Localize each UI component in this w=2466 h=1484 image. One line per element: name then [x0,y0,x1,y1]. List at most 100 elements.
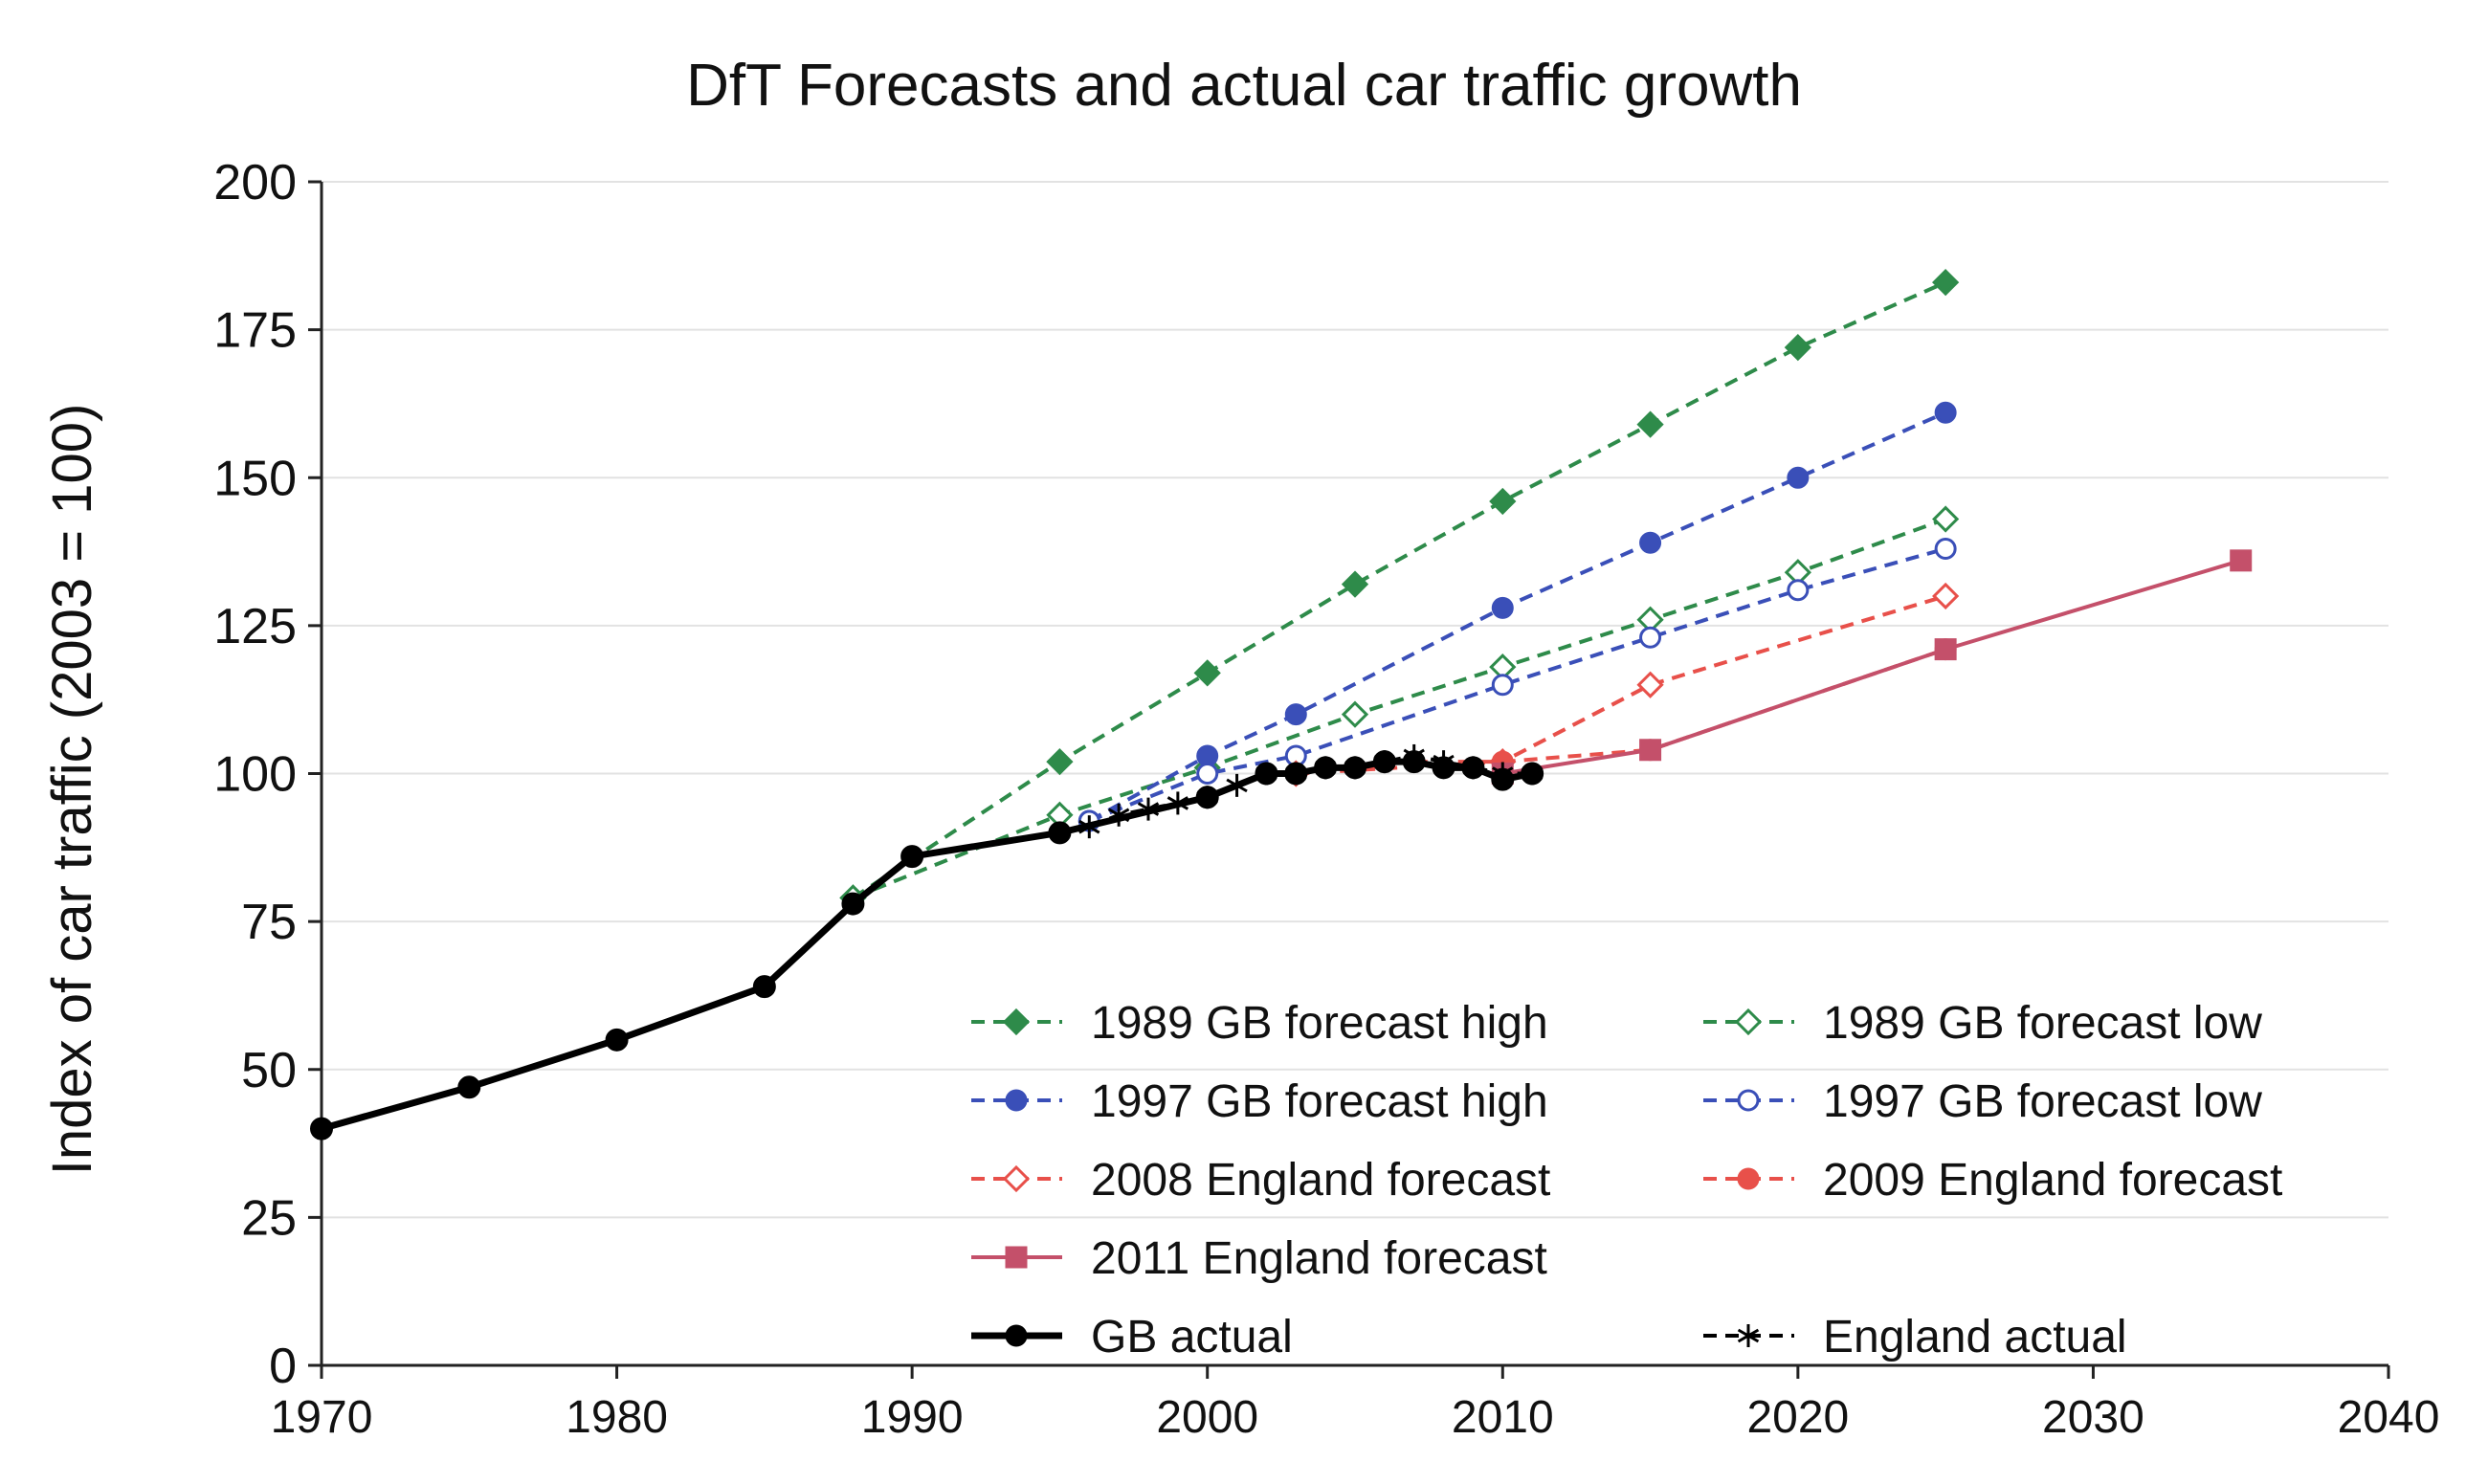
legend-label-1989-gb-forecast-high: 1989 GB forecast high [1091,998,1548,1049]
legend-marker-2009-england-forecast [1737,1167,1760,1190]
x-tick-label-2020: 2020 [1746,1392,1849,1443]
legend-item-1989-gb-forecast-low: 1989 GB forecast low [1703,998,2262,1049]
point-1997-gb-forecast-high-2020 [1787,466,1810,489]
legend-label-2008-england-forecast: 2008 England forecast [1091,1155,1550,1206]
legend-marker-1989-gb-forecast-low [1734,1008,1763,1036]
point-1989-gb-forecast-high-2020 [1784,334,1811,362]
legend-marker-gb-actual [1005,1324,1028,1347]
point-2011-england-forecast-2035 [2230,549,2253,572]
point-1997-gb-forecast-low-2010 [1491,674,1514,697]
legend-label-2009-england-forecast: 2009 England forecast [1823,1155,2282,1206]
x-tick-label-1980: 1980 [566,1392,668,1443]
legend-label-england-actual: England actual [1823,1312,2127,1362]
y-tick-label-100: 100 [213,747,297,803]
x-tick-label-2000: 2000 [1156,1392,1258,1443]
point-1989-gb-forecast-high-2015 [1636,410,1664,438]
series-2009-england-forecast [1403,638,1957,773]
legend-marker-1989-gb-forecast-high [1002,1008,1031,1036]
x-tick-label-1970: 1970 [271,1392,373,1443]
y-tick-label-200: 200 [213,155,297,210]
series-line-1997-gb-forecast-low [1088,546,1946,823]
y-tick-label-175: 175 [213,303,297,359]
legend-label-gb-actual: GB actual [1091,1312,1293,1362]
legend-item-2011-england-forecast: 2011 England forecast [971,1233,1547,1284]
point-1997-gb-forecast-high-2015 [1639,531,1662,554]
legend-label-2011-england-forecast: 2011 England forecast [1091,1233,1547,1284]
legend-item-gb-actual: GB actual [971,1312,1293,1362]
point-england-actual-2009 [1462,756,1484,780]
point-1997-gb-forecast-high-2010 [1491,596,1514,619]
y-tick-label-150: 150 [213,451,297,506]
y-tick-label-25: 25 [241,1190,297,1246]
point-england-actual-1997 [1107,803,1130,827]
point-england-actual-2003 [1285,762,1307,786]
legend-item-1997-gb-forecast-high: 1997 GB forecast high [971,1076,1548,1127]
point-1989-gb-forecast-high-2025 [1932,269,1960,297]
legend-marker-1997-gb-forecast-low [1737,1089,1760,1112]
legend-item-1997-gb-forecast-low: 1997 GB forecast low [1703,1076,2262,1127]
point-1997-gb-forecast-high-2000 [1196,744,1219,767]
series-line-2008-england-forecast [1296,594,1946,776]
point-england-actual-2010 [1492,762,1514,786]
point-2011-england-forecast-2025 [1934,638,1957,661]
point-gb-actual-1995 [1048,821,1072,845]
x-tick-label-2040: 2040 [2338,1392,2440,1443]
point-gb-actual-1985 [752,975,776,999]
point-1997-gb-forecast-high-2003 [1284,703,1307,726]
x-tick-label-1990: 1990 [861,1392,964,1443]
point-gb-actual-1990 [900,845,924,869]
point-england-actual-2001 [1226,773,1248,797]
plot-area [310,269,2253,1141]
legend-label-1997-gb-forecast-high: 1997 GB forecast high [1091,1076,1548,1127]
series-england-actual [1078,743,1544,839]
series-2011-england-forecast [1491,549,2253,785]
series-line-gb-actual [321,758,1533,1132]
legend-marker-2008-england-forecast [1002,1164,1031,1193]
series-1989-gb-forecast-low [839,505,1960,912]
point-england-actual-2000 [1196,786,1218,809]
point-gb-actual-1975 [457,1075,481,1099]
x-tick-label-2030: 2030 [2042,1392,2144,1443]
grid [322,181,2388,1219]
point-gb-actual-1970 [310,1117,333,1141]
legend-item-2009-england-forecast: 2009 England forecast [1703,1155,2282,1206]
y-axis-label: Index of car traffic (2003 = 100) [41,404,103,1176]
point-1997-gb-forecast-low-2000 [1196,763,1219,785]
y-tick-label-0: 0 [269,1339,297,1394]
legend: 1989 GB forecast high 1989 GB forecast lo… [971,998,2282,1362]
point-2008-england-forecast-2015 [1636,671,1664,698]
series-1989-gb-forecast-high [839,269,1960,912]
point-england-actual-1996 [1078,815,1100,839]
point-1989-gb-forecast-high-2005 [1341,570,1369,598]
series-line-2011-england-forecast [1501,558,2242,776]
point-1989-gb-forecast-high-2010 [1489,487,1517,516]
point-1989-gb-forecast-low-2005 [1341,700,1369,728]
series-line-1989-gb-forecast-high [852,280,1946,900]
chart-title: DfT Forecasts and actual car traffic gro… [686,53,1802,119]
legend-marker-england-actual [1737,1324,1760,1347]
legend-item-england-actual: England actual [1703,1312,2127,1362]
y-tick-label-125: 125 [213,599,297,654]
point-england-actual-2005 [1344,756,1366,780]
point-gb-actual-1988 [841,892,865,916]
series-line-2009-england-forecast [1413,647,1946,764]
axes [308,180,2390,1379]
point-england-actual-2011 [1521,762,1544,786]
legend-marker-2011-england-forecast [1005,1246,1028,1269]
legend-marker-1997-gb-forecast-high [1005,1089,1028,1112]
series-line-1997-gb-forecast-high [1088,410,1946,823]
legend-label-1997-gb-forecast-low: 1997 GB forecast low [1823,1076,2262,1127]
legend-item-2008-england-forecast: 2008 England forecast [971,1155,1550,1206]
y-tick-label-75: 75 [241,895,297,950]
point-2008-england-forecast-2025 [1932,582,1960,610]
legend-label-1989-gb-forecast-low: 1989 GB forecast low [1823,998,2262,1049]
point-1989-gb-forecast-high-2000 [1193,659,1221,687]
point-gb-actual-1980 [605,1028,629,1052]
point-2011-england-forecast-2015 [1639,739,1662,762]
series-line-england-actual [1088,753,1533,830]
point-england-actual-2006 [1373,750,1396,774]
y-tick-label-50: 50 [241,1043,297,1098]
tick-labels: 0 25 50 75 100 125 150 175 200 1970 1980 1990 2000 20… [213,155,2439,1443]
point-1997-gb-forecast-high-2025 [1934,401,1957,424]
